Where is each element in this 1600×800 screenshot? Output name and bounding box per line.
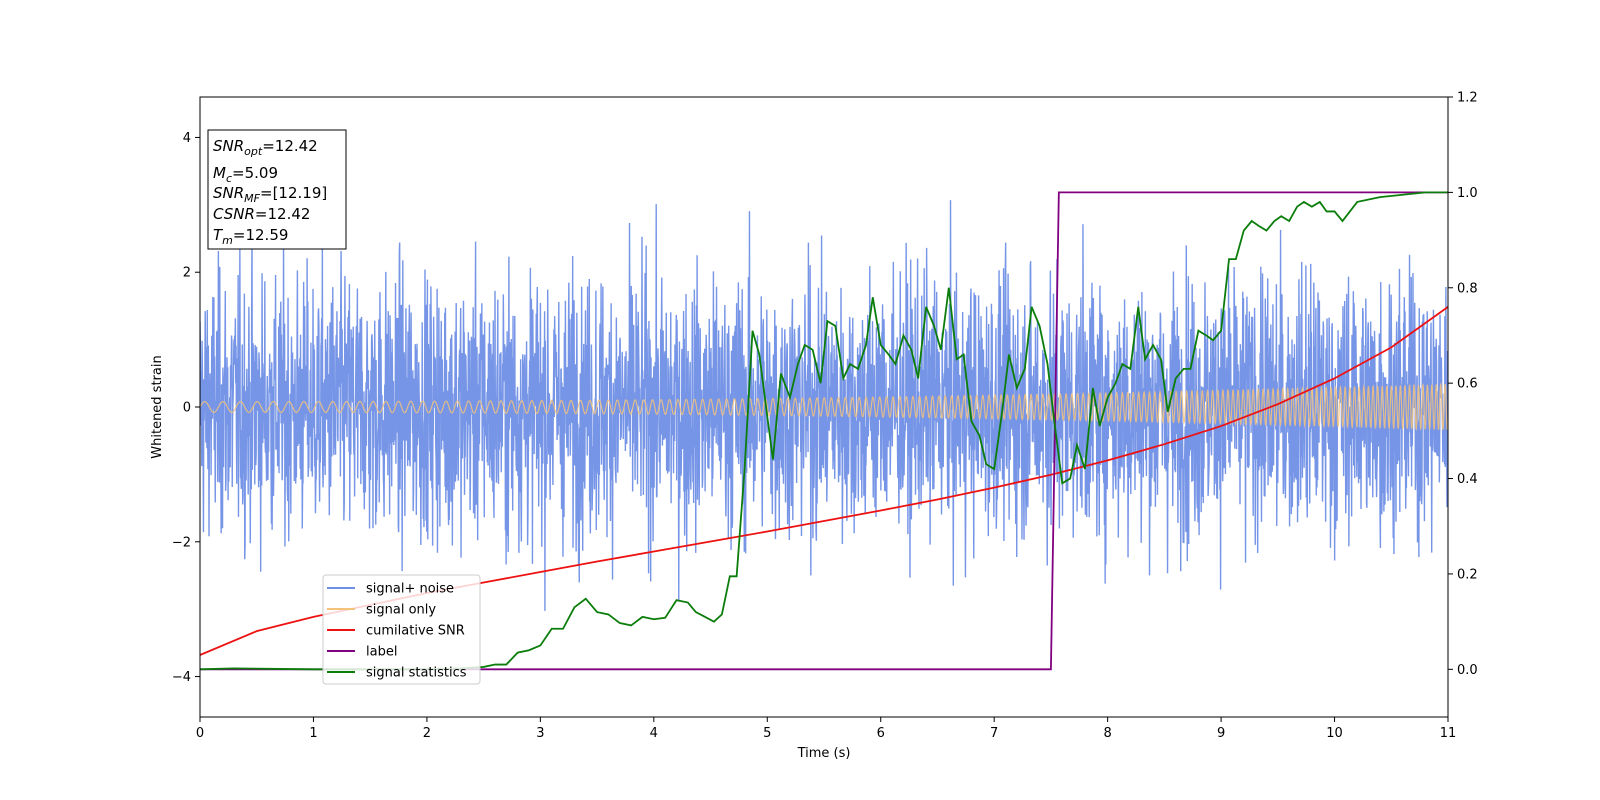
x-tick-label: 1	[309, 726, 317, 741]
right-y-tick-label: 0.2	[1457, 567, 1478, 582]
x-tick-label: 8	[1103, 726, 1111, 741]
series-signal-statistics-line	[200, 191, 1448, 671]
x-tick-label: 5	[763, 726, 771, 741]
x-tick-label: 9	[1217, 726, 1225, 741]
left-y-tick-label: 0	[183, 401, 191, 416]
left-y-tick-label: 4	[183, 131, 191, 146]
snr-mf-value: =[12.19]	[260, 184, 327, 202]
x-tick-label: 7	[990, 726, 998, 741]
left-y-tick-label: 2	[183, 266, 191, 281]
mc-value: =5.09	[232, 164, 278, 182]
legend: signal+ noise signal only cumilative SNR la…	[322, 574, 481, 685]
snr-opt-subscript: opt	[244, 145, 263, 158]
annotation-box: SNRopt=12.42 Mc=5.09 SNRMF=[12.19] CSNR=…	[207, 129, 347, 250]
legend-entry: signal+ noise	[366, 582, 454, 597]
tm-subscript: m	[222, 234, 233, 247]
legend-entry: signal statistics	[366, 666, 467, 681]
legend-entry: label	[366, 645, 397, 660]
annotation-snr-opt: SNRopt=12.42	[213, 137, 318, 158]
x-tick-label: 10	[1326, 726, 1343, 741]
x-tick-label: 6	[877, 726, 885, 741]
legend-entry: signal only	[366, 603, 436, 618]
annotation-mc: Mc=5.09	[213, 164, 278, 185]
x-tick-label: 11	[1440, 726, 1457, 741]
x-tick-label: 4	[650, 726, 658, 741]
tm-symbol: T	[213, 226, 224, 244]
right-y-tick-label: 1.0	[1457, 186, 1478, 201]
annotation-csnr: CSNR=12.42	[213, 205, 310, 223]
mc-symbol: M	[213, 164, 226, 182]
annotation-snr-mf: SNRMF=[12.19]	[213, 184, 327, 205]
x-tick-label: 2	[423, 726, 431, 741]
right-y-tick-label: 0.4	[1457, 472, 1478, 487]
x-axis-label: Time (s)	[797, 746, 851, 761]
legend-entry: cumilative SNR	[366, 624, 465, 639]
annotation-tm: Tm=12.59	[213, 226, 288, 247]
y-axis-label: Whitened strain	[150, 355, 165, 458]
csnr-symbol: CSNR	[213, 205, 255, 223]
tm-value: =12.59	[233, 226, 289, 244]
right-y-tick-label: 0.6	[1457, 377, 1478, 392]
right-y-tick-label: 1.2	[1457, 91, 1478, 106]
x-axis-ticks: 0 1 2 3 4 5 6 7 8 9 10 11	[196, 717, 1456, 741]
right-y-axis-ticks: 0.0 0.2 0.4 0.6 0.8 1.0 1.2	[1448, 91, 1478, 678]
x-tick-label: 3	[536, 726, 544, 741]
x-tick-label: 0	[196, 726, 204, 741]
left-y-tick-label: −2	[172, 535, 191, 550]
right-y-tick-label: 0.0	[1457, 663, 1478, 678]
left-y-axis-ticks: −4 −2 0 2 4	[172, 131, 200, 685]
left-y-tick-label: −4	[172, 670, 191, 685]
snr-opt-value: =12.42	[262, 137, 318, 155]
mc-subscript: c	[226, 172, 232, 185]
series-signal-noise-line	[200, 200, 1448, 611]
right-y-tick-label: 0.8	[1457, 281, 1478, 296]
csnr-value: =12.42	[255, 205, 311, 223]
snr-mf-subscript: MF	[244, 192, 260, 205]
snr-mf-symbol: SNR	[213, 184, 244, 202]
snr-opt-symbol: SNR	[213, 137, 244, 155]
